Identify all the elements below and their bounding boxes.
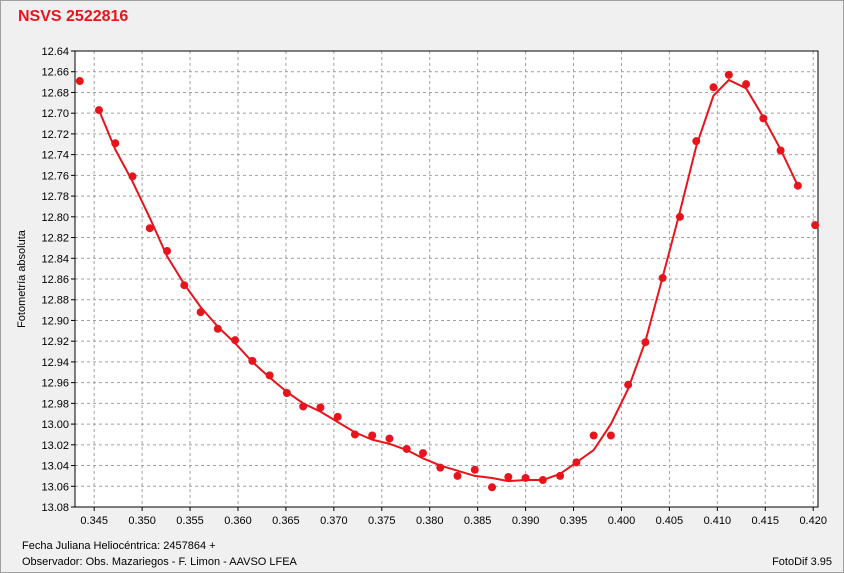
data-point [163, 247, 172, 256]
x-tick-label: 0.375 [368, 515, 396, 527]
y-tick-label: 12.66 [41, 67, 69, 79]
x-tick-label: 0.410 [704, 515, 732, 527]
data-point [641, 338, 650, 347]
y-tick-label: 13.02 [41, 440, 69, 452]
data-point [793, 181, 802, 190]
x-tick-label: 0.380 [416, 515, 444, 527]
data-point [572, 458, 581, 467]
y-tick-label: 12.98 [41, 398, 69, 410]
data-point [145, 224, 154, 233]
data-point [180, 281, 189, 290]
y-tick-label: 12.76 [41, 170, 69, 182]
observer-label: Observador: Obs. Mazariegos - F. Limon -… [22, 556, 297, 568]
y-tick-label: 12.80 [41, 212, 69, 224]
data-point [759, 114, 768, 123]
x-tick-label: 0.385 [464, 515, 492, 527]
data-point [299, 402, 308, 411]
data-point [248, 356, 257, 365]
data-point [111, 139, 120, 148]
x-tick-label: 0.415 [752, 515, 780, 527]
data-point [196, 308, 205, 317]
data-point [692, 137, 701, 146]
x-tick-label: 0.365 [272, 515, 300, 527]
data-point [624, 380, 633, 389]
y-tick-label: 12.72 [41, 129, 69, 141]
x-tick-label: 0.360 [224, 515, 252, 527]
y-tick-label: 12.84 [41, 253, 69, 265]
y-axis-label: Fotometría absoluta [16, 229, 28, 328]
fit-curve [98, 78, 799, 483]
data-point [385, 434, 394, 443]
chart-title: NSVS 2522816 [18, 8, 129, 25]
data-point [282, 389, 291, 397]
y-tick-label: 12.88 [41, 295, 69, 307]
y-tick-label: 12.82 [41, 233, 69, 245]
y-tick-label: 13.04 [41, 461, 69, 473]
grid-lines [75, 51, 818, 507]
data-point [556, 471, 565, 480]
data-point [333, 412, 342, 421]
data-series [75, 70, 820, 492]
y-tick-label: 12.68 [41, 87, 69, 99]
tick-labels: 12.64 12.66 12.68 12.70 12.72 12.74 12.76 12.78… [41, 46, 827, 527]
data-point [811, 221, 820, 230]
data-point [709, 83, 718, 92]
data-point [589, 431, 598, 440]
y-tick-label: 12.90 [41, 315, 69, 327]
y-tick-label: 13.08 [41, 502, 69, 514]
data-point [368, 431, 377, 440]
data-point [316, 403, 325, 412]
x-tick-label: 0.420 [799, 515, 827, 527]
data-point [521, 473, 530, 482]
data-point [658, 273, 667, 282]
data-point [128, 172, 137, 181]
data-point [265, 371, 274, 380]
data-point [436, 463, 445, 472]
y-tick-label: 12.74 [41, 150, 69, 162]
data-point [470, 465, 479, 474]
axes [71, 50, 819, 511]
y-tick-label: 13.06 [41, 481, 69, 493]
data-point [538, 476, 547, 485]
data-point [75, 77, 84, 86]
x-tick-label: 0.395 [560, 515, 588, 527]
data-point [231, 336, 240, 345]
x-tick-label: 0.370 [320, 515, 348, 527]
data-point [776, 146, 785, 155]
data-point [675, 212, 684, 221]
data-point [724, 70, 733, 79]
data-point [742, 80, 751, 89]
data-point [419, 449, 428, 458]
x-tick-label: 0.345 [80, 515, 108, 527]
data-point [213, 324, 222, 333]
y-tick-label: 12.86 [41, 274, 69, 286]
x-tick-label: 0.350 [128, 515, 156, 527]
data-point [453, 471, 462, 480]
data-point [350, 430, 359, 439]
y-tick-label: 12.78 [41, 191, 69, 203]
y-tick-label: 12.96 [41, 378, 69, 390]
julian-date-label: Fecha Juliana Heliocéntrica: 2457864 + [22, 540, 216, 552]
y-tick-label: 12.70 [41, 108, 69, 120]
software-label: FotoDif 3.95 [772, 556, 832, 568]
x-tick-label: 0.390 [512, 515, 540, 527]
data-point [606, 431, 615, 440]
y-tick-label: 12.92 [41, 336, 69, 348]
plot-border [74, 50, 819, 508]
y-tick-label: 13.00 [41, 419, 69, 431]
data-point [402, 444, 411, 453]
data-point [488, 483, 497, 492]
x-tick-label: 0.405 [656, 515, 684, 527]
y-tick-label: 12.64 [41, 46, 69, 58]
data-point [504, 472, 513, 481]
data-point [94, 106, 103, 115]
x-tick-label: 0.355 [176, 515, 204, 527]
y-tick-label: 12.94 [41, 357, 69, 369]
x-tick-label: 0.400 [608, 515, 636, 527]
